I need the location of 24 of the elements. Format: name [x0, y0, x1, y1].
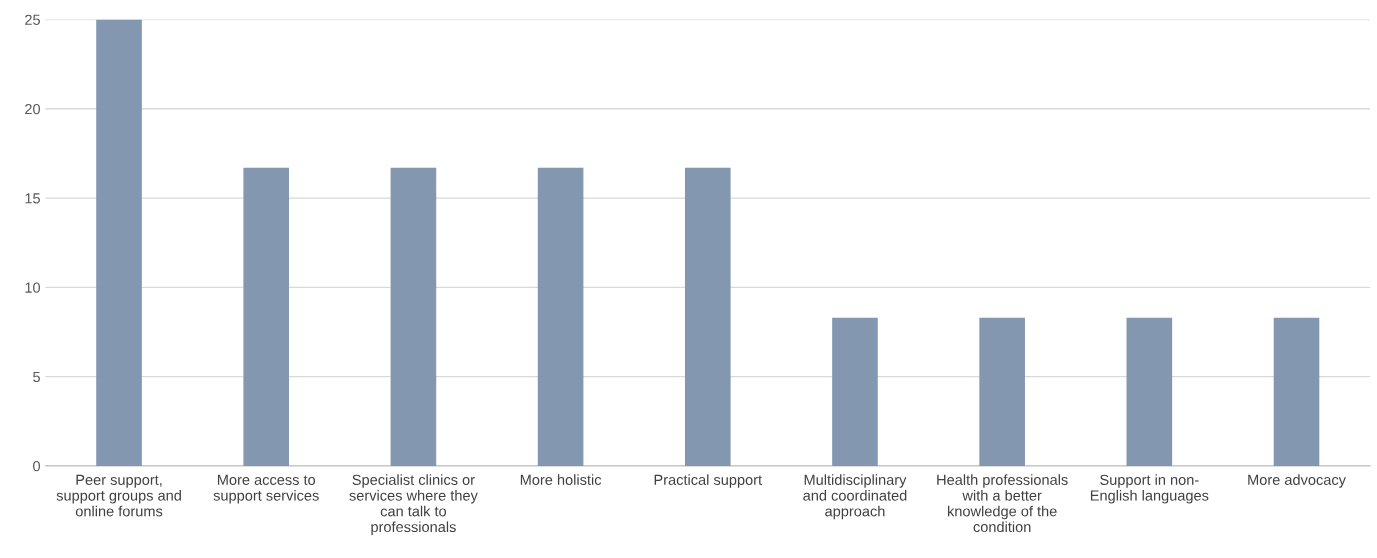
bar: [96, 19, 142, 466]
bar: [1273, 317, 1320, 466]
y-tick-label: 25: [25, 14, 40, 25]
x-tick-label: Health professionals with a better knowledge of the condition: [937, 474, 1068, 533]
bar: [537, 167, 584, 466]
y-tick-label: 20: [25, 103, 41, 115]
x-tick-label: Peer support, support groups and online forums: [56, 474, 181, 517]
x-tick-label: More holistic: [520, 474, 602, 485]
bar: [979, 317, 1025, 466]
y-tick-label: 10: [25, 282, 41, 293]
x-tick-label: Specialist clinics or services where they can talk to professionals: [349, 474, 478, 535]
bar: [390, 167, 437, 466]
x-tick-label: Multidisciplinary and coordinated approach: [803, 474, 907, 520]
bar: [243, 167, 290, 466]
y-tick-label: 15: [25, 193, 40, 204]
bar: [684, 167, 731, 466]
x-tick-label: Support in non- English languages: [1090, 474, 1209, 504]
bar: [1126, 317, 1173, 466]
y-tick-label: 0: [33, 461, 41, 472]
y-tick-label: 5: [33, 371, 40, 383]
x-tick-label: Practical support: [654, 474, 762, 488]
x-tick-label: More advocacy: [1248, 474, 1346, 488]
x-tick-label: More access to support services: [213, 474, 319, 504]
bar: [832, 317, 878, 466]
